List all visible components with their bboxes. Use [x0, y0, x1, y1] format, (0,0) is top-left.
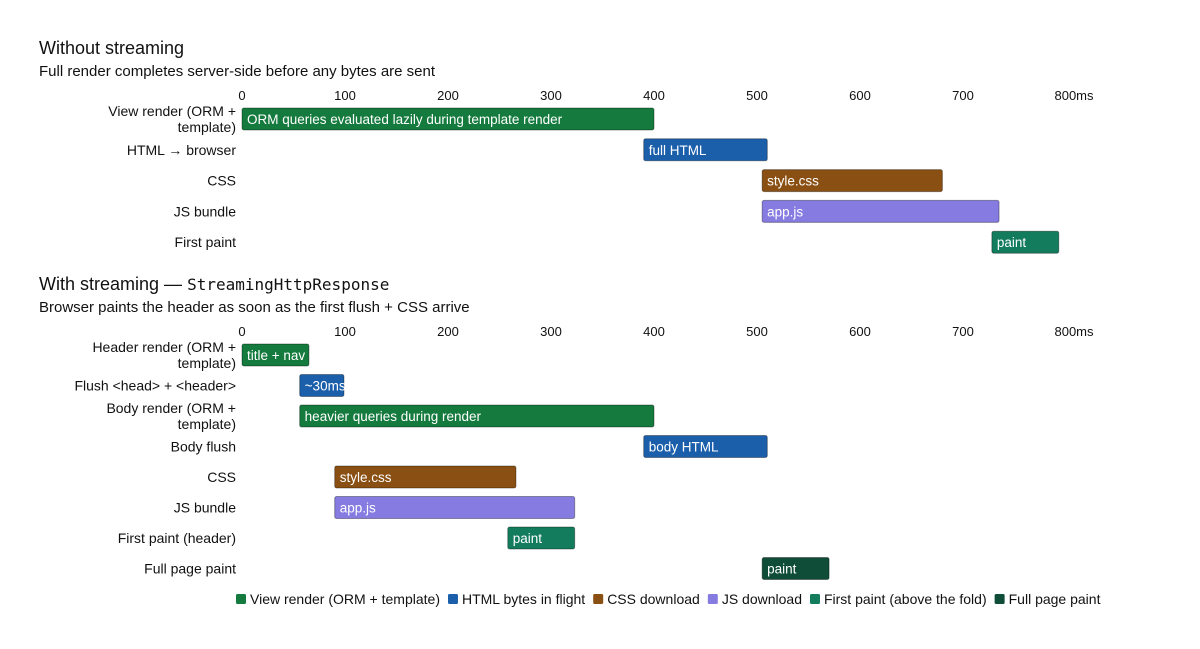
gantt-bar — [334, 465, 517, 489]
legend-swatch — [236, 594, 246, 604]
bar-label: heavier queries during render — [305, 409, 482, 424]
x-tick-label: 500 — [746, 88, 768, 103]
x-tick-label: 700 — [952, 88, 974, 103]
gantt-bar — [761, 199, 1000, 223]
legend-swatch — [593, 594, 604, 604]
row-label: CSS — [207, 469, 236, 485]
row-label: Body flush — [171, 439, 236, 455]
row-label: View render (ORM + template) — [108, 103, 236, 135]
x-tick-label: 400 — [643, 324, 665, 339]
row-label: Body render (ORM + template) — [106, 400, 236, 432]
x-tick-label: 800ms — [1054, 324, 1094, 339]
chart-1-title: Without streaming — [39, 38, 185, 58]
row-label: HTML → browser — [127, 142, 237, 158]
x-tick-label: 200 — [437, 324, 459, 339]
x-tick-label: 500 — [746, 324, 768, 339]
row-label: Header render (ORM + template) — [92, 339, 236, 371]
gantt-bar — [643, 435, 768, 458]
bar-label: paint — [767, 562, 797, 577]
gantt-bar — [991, 230, 1060, 254]
chart-2-title-text: With streaming — — [39, 274, 183, 294]
x-tick-label: 600 — [849, 324, 871, 339]
bar-label: body HTML — [649, 440, 719, 455]
chart-2-title-code: StreamingHttpResponse — [187, 275, 390, 294]
row-label: Flush <head> + <header> — [74, 378, 236, 394]
gantt-bar — [241, 107, 655, 131]
x-tick-label: 300 — [540, 324, 562, 339]
gantt-bar — [241, 343, 310, 367]
row-label: JS bundle — [174, 203, 236, 219]
x-tick-label: 700 — [952, 324, 974, 339]
x-tick-label: 0 — [238, 88, 245, 103]
legend-label: HTML bytes in flight — [462, 591, 585, 607]
legend-label: View render (ORM + template) — [250, 591, 440, 607]
row-label: First paint (header) — [118, 530, 236, 546]
legend-label: CSS download — [607, 591, 700, 607]
bar-label: ~30ms — [305, 379, 346, 394]
gantt-bar — [761, 169, 943, 193]
x-tick-label: 600 — [849, 88, 871, 103]
bar-label: paint — [997, 235, 1027, 250]
x-tick-label: 300 — [540, 88, 562, 103]
row-label: JS bundle — [174, 500, 236, 516]
bar-label: style.css — [767, 174, 819, 189]
gantt-bar — [299, 374, 345, 397]
bar-label: style.css — [340, 470, 392, 485]
gantt-bar — [334, 496, 576, 519]
legend-swatch — [447, 594, 458, 604]
legend-swatch — [994, 594, 1005, 604]
x-tick-label: 400 — [643, 88, 665, 103]
bar-label: full HTML — [649, 143, 707, 158]
legend-swatch — [809, 594, 820, 604]
row-label: Full page paint — [144, 561, 236, 577]
gantt-bar — [299, 404, 655, 428]
gantt-bar — [643, 138, 768, 162]
legend-label: JS download — [722, 591, 802, 607]
bar-label: title + nav — [247, 348, 305, 363]
legend-swatch — [707, 594, 718, 604]
x-tick-label: 100 — [334, 88, 356, 103]
legend-label: First paint (above the fold) — [824, 591, 987, 607]
chart-1-subtitle: Full render completes server-side before… — [39, 63, 436, 80]
gantt-bar — [507, 526, 576, 550]
legend-label: Full page paint — [1009, 591, 1101, 607]
chart-2-subtitle: Browser paints the header as soon as the… — [39, 299, 470, 316]
x-tick-label: 0 — [238, 324, 245, 339]
x-tick-label: 100 — [334, 324, 356, 339]
bar-label: ORM queries evaluated lazily during temp… — [247, 112, 563, 127]
gantt-bar — [761, 557, 830, 580]
x-tick-label: 800ms — [1054, 88, 1094, 103]
bar-label: paint — [513, 531, 543, 546]
x-tick-label: 200 — [437, 88, 459, 103]
bar-label: app.js — [767, 204, 803, 219]
row-label: First paint — [175, 234, 237, 250]
chart-2-title: With streaming — StreamingHttpResponse — [39, 274, 389, 295]
bar-label: app.js — [340, 501, 376, 516]
row-label: CSS — [207, 173, 236, 189]
